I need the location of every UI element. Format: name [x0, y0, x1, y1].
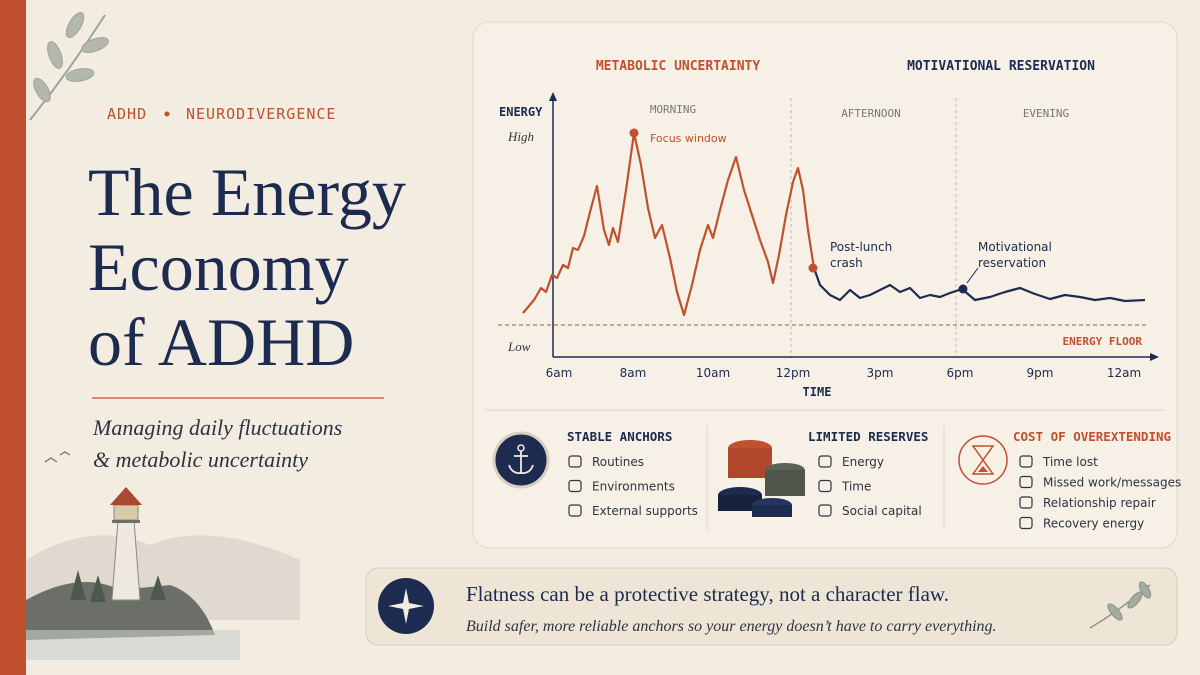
item-icon	[1019, 516, 1033, 530]
x-tick-label: 10am	[696, 366, 730, 380]
annotation: Focus window	[650, 132, 727, 145]
panel-title: LIMITED RESERVES	[808, 429, 928, 444]
y-high: High	[507, 129, 534, 144]
lighthouse-illustration	[26, 451, 300, 660]
side-strip	[0, 0, 26, 675]
item-icon	[818, 504, 832, 517]
banner-subline: Build safer, more reliable anchors so yo…	[466, 618, 997, 635]
energy-curve-flat	[812, 267, 1146, 303]
eyebrow-dot	[164, 111, 170, 117]
leaf-decoration	[1089, 581, 1152, 629]
period-label: EVENING	[1023, 107, 1069, 120]
annotation-dot	[958, 284, 968, 294]
hourglass-icon	[958, 435, 1008, 485]
subtitle: & metabolic uncertainty	[93, 447, 308, 472]
panel-item: Energy	[842, 455, 884, 469]
item-icon	[818, 479, 832, 493]
period-label: AFTERNOON	[841, 107, 901, 120]
panel-title: COST OF OVEREXTENDING	[1013, 429, 1171, 444]
panel-item: Missed work/messages	[1043, 476, 1181, 490]
panel-item: Recovery energy	[1043, 517, 1144, 531]
annotation: Motivational	[978, 240, 1052, 254]
chips-illustration	[718, 440, 805, 517]
x-axis-label: TIME	[803, 385, 832, 399]
banner	[365, 567, 1178, 646]
eyebrow: ADHD	[107, 105, 147, 123]
x-tick-label: 6am	[546, 366, 573, 380]
phase-label: METABOLIC UNCERTAINTY	[596, 59, 761, 74]
annotation: crash	[830, 256, 863, 270]
panel-item: Time lost	[1042, 455, 1098, 469]
panel-item: External supports	[592, 504, 698, 518]
annotation-dot	[808, 263, 818, 273]
x-tick-label: 3pm	[867, 366, 894, 380]
annotation: Post-lunch	[830, 240, 892, 254]
star-icon	[378, 578, 434, 634]
item-icon	[818, 455, 832, 468]
item-icon	[1019, 475, 1033, 489]
annotation: reservation	[978, 256, 1046, 270]
annotation-arrow	[966, 267, 979, 284]
eyebrow: NEURODIVERGENCE	[186, 105, 336, 123]
x-tick-label: 12pm	[776, 366, 811, 380]
x-tick-label: 12am	[1107, 366, 1141, 380]
item-icon	[568, 479, 582, 493]
item-icon	[568, 504, 582, 517]
y-axis-label: ENERGY	[499, 105, 543, 119]
panels: STABLE ANCHORS Routines Environments Extern…	[567, 429, 1181, 531]
item-icon	[1019, 496, 1033, 509]
title-line: of ADHD	[88, 304, 354, 380]
phase-label: MOTIVATIONAL RESERVATION	[907, 59, 1095, 74]
anchor-icon	[492, 431, 550, 489]
title-line: The Energy	[88, 154, 406, 230]
panel-item: Environments	[592, 480, 675, 494]
annotation-dot	[629, 128, 639, 138]
panel-title: STABLE ANCHORS	[567, 429, 672, 444]
axis-arrow	[549, 92, 557, 101]
chart-panel	[472, 21, 1178, 549]
axis-arrow	[1150, 353, 1159, 361]
x-tick-label: 8am	[620, 366, 647, 380]
title-line: Economy	[88, 229, 349, 305]
item-icon	[1019, 455, 1033, 468]
period-label: MORNING	[650, 103, 696, 116]
y-low: Low	[507, 339, 531, 354]
x-tick-label: 6pm	[947, 366, 974, 380]
panel-item: Relationship repair	[1043, 496, 1156, 510]
energy-curve-volatile	[522, 131, 816, 317]
panel-item: Routines	[592, 455, 644, 469]
leaf-decoration	[29, 12, 109, 121]
subtitle: Managing daily fluctuations	[92, 415, 342, 440]
panel-item: Social capital	[842, 504, 922, 518]
x-ticks: 6am 8am 10am 12pm 3pm 6pm 9pm 12am	[546, 366, 1142, 380]
banner-headline: Flatness can be a protective strategy, n…	[466, 582, 949, 606]
floor-label: ENERGY FLOOR	[1063, 335, 1143, 348]
item-icon	[568, 455, 582, 468]
panel-item: Time	[841, 480, 871, 494]
x-tick-label: 9pm	[1027, 366, 1054, 380]
